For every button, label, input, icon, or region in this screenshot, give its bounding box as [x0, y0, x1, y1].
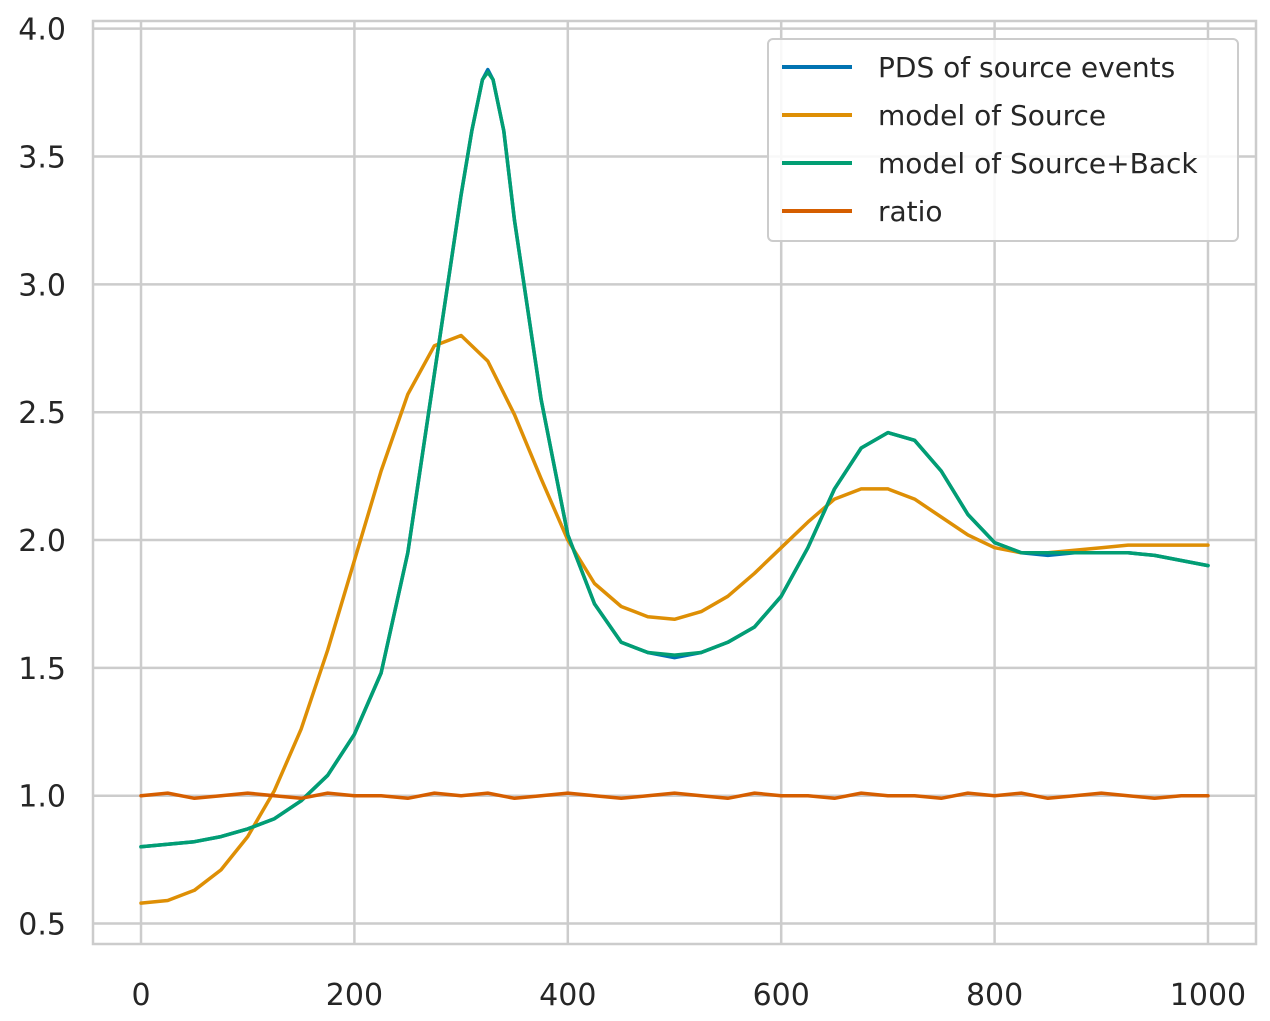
- series-group: [139, 67, 1210, 905]
- legend-label: PDS of source events: [878, 51, 1175, 84]
- x-tick-label: 800: [966, 978, 1023, 1013]
- y-axis-ticks: 0.5 1.0 1.5 2.0 2.5 3.0 3.5 4.0: [18, 13, 66, 943]
- x-tick-label: 400: [539, 978, 596, 1013]
- y-tick-label: 1.0: [18, 780, 66, 815]
- legend-box: [767, 38, 1239, 242]
- y-tick-label: 4.0: [18, 13, 66, 48]
- y-tick-label: 3.0: [18, 268, 66, 303]
- x-axis-ticks: 0 200 400 600 800 1000: [131, 978, 1246, 1013]
- legend: PDS of source events model of Source model…: [767, 38, 1239, 242]
- legend-label: model of Source+Back: [878, 147, 1198, 180]
- x-tick-label: 0: [131, 978, 150, 1013]
- x-tick-label: 600: [753, 978, 810, 1013]
- series-line-ratio: [139, 791, 1210, 801]
- y-tick-label: 3.5: [18, 141, 66, 176]
- y-tick-label: 2.0: [18, 524, 66, 559]
- y-tick-label: 1.5: [18, 652, 66, 687]
- plot-frame: [91, 19, 1258, 946]
- y-tick-label: 0.5: [18, 908, 66, 943]
- series-line-model-of-source-back: [139, 70, 1210, 849]
- series-line-model-of-source: [139, 333, 1210, 905]
- x-tick-label: 200: [326, 978, 383, 1013]
- legend-label: model of Source: [878, 99, 1106, 132]
- legend-label: ratio: [878, 195, 943, 228]
- y-tick-label: 2.5: [18, 396, 66, 431]
- x-tick-label: 1000: [1170, 978, 1246, 1013]
